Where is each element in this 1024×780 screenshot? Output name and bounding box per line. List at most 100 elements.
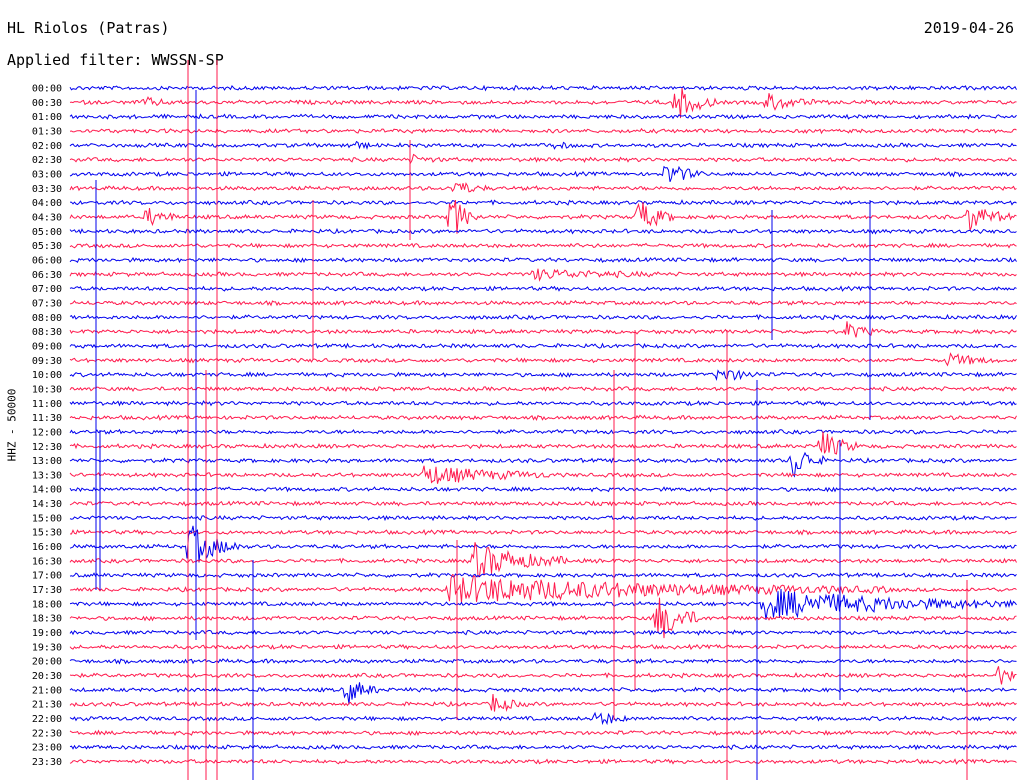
trace-row-1930 bbox=[69, 643, 1017, 651]
row-time-label: 14:00 bbox=[32, 485, 62, 496]
trace-row-0030 bbox=[69, 87, 1017, 119]
trace-row-2100 bbox=[69, 682, 1017, 705]
trace-row-1430 bbox=[69, 500, 1017, 507]
row-time-label: 18:00 bbox=[32, 599, 62, 610]
trace-row-2030 bbox=[69, 666, 1017, 685]
trace-row-1300 bbox=[69, 451, 1017, 478]
trace-row-0730 bbox=[69, 299, 1017, 307]
trace-row-0700 bbox=[69, 285, 1017, 292]
trace-row-1830 bbox=[69, 597, 1017, 639]
row-time-label: 18:30 bbox=[32, 614, 62, 625]
trace-row-0000 bbox=[69, 84, 1017, 92]
trace-row-0330 bbox=[69, 182, 1017, 193]
row-time-label: 15:00 bbox=[32, 513, 62, 524]
row-time-label: 07:00 bbox=[32, 284, 62, 295]
trace-row-1400 bbox=[69, 485, 1017, 493]
trace-row-1730 bbox=[69, 573, 1017, 603]
trace-row-0400 bbox=[69, 199, 1017, 206]
trace-row-0800 bbox=[69, 313, 1017, 321]
row-time-label: 03:30 bbox=[32, 184, 62, 195]
trace-row-1130 bbox=[69, 414, 1017, 422]
row-time-label: 04:00 bbox=[32, 198, 62, 209]
row-time-label: 07:30 bbox=[32, 298, 62, 309]
row-time-label: 14:30 bbox=[32, 499, 62, 510]
trace-row-0200 bbox=[69, 140, 1017, 151]
row-time-label: 12:00 bbox=[32, 427, 62, 438]
trace-row-0500 bbox=[69, 227, 1017, 235]
row-time-label: 04:30 bbox=[32, 212, 62, 223]
row-time-label: 05:00 bbox=[32, 227, 62, 238]
trace-row-1800 bbox=[69, 588, 1017, 620]
filter-label: Applied filter: WWSSN-SP bbox=[7, 51, 224, 69]
row-time-label: 22:30 bbox=[32, 728, 62, 739]
row-time-label: 11:30 bbox=[32, 413, 62, 424]
row-time-label: 19:30 bbox=[32, 642, 62, 653]
row-time-label: 03:00 bbox=[32, 169, 62, 180]
row-time-label: 13:30 bbox=[32, 470, 62, 481]
record-date: 2019-04-26 bbox=[923, 19, 1014, 37]
station-title: HL Riolos (Patras) bbox=[7, 19, 170, 37]
row-time-label: 00:00 bbox=[32, 84, 62, 95]
row-time-label: 02:00 bbox=[32, 141, 62, 152]
row-time-label: 20:30 bbox=[32, 671, 62, 682]
trace-row-1900 bbox=[69, 629, 1017, 636]
trace-row-0600 bbox=[69, 256, 1017, 264]
trace-row-0300 bbox=[69, 165, 1017, 182]
row-time-label: 12:30 bbox=[32, 442, 62, 453]
row-time-label: 06:00 bbox=[32, 255, 62, 266]
trace-row-0530 bbox=[69, 242, 1017, 249]
row-time-label: 01:00 bbox=[32, 112, 62, 123]
row-time-label: 22:00 bbox=[32, 714, 62, 725]
trace-row-1700 bbox=[69, 572, 1017, 579]
row-time-label: 09:00 bbox=[32, 341, 62, 352]
trace-row-1600 bbox=[69, 525, 1017, 563]
row-time-label: 09:30 bbox=[32, 356, 62, 367]
trace-row-0900 bbox=[69, 342, 1017, 350]
trace-row-1230 bbox=[69, 431, 1017, 455]
trace-row-1200 bbox=[69, 428, 1017, 435]
trace-row-1630 bbox=[69, 542, 1017, 578]
row-time-label: 13:00 bbox=[32, 456, 62, 467]
trace-row-0130 bbox=[69, 127, 1017, 135]
trace-row-2230 bbox=[69, 729, 1017, 736]
trace-row-2130 bbox=[69, 693, 1017, 712]
trace-row-1330 bbox=[69, 465, 1017, 484]
trace-row-1530 bbox=[69, 529, 1017, 536]
row-time-label: 05:30 bbox=[32, 241, 62, 252]
row-time-label: 23:30 bbox=[32, 757, 62, 768]
trace-row-0630 bbox=[69, 268, 1017, 282]
row-time-label: 01:30 bbox=[32, 126, 62, 137]
trace-row-1030 bbox=[69, 385, 1017, 393]
trace-row-0830 bbox=[69, 321, 1017, 338]
trace-row-1000 bbox=[69, 369, 1017, 381]
row-time-label: 00:30 bbox=[32, 98, 62, 109]
trace-row-0930 bbox=[69, 352, 1017, 367]
trace-row-0230 bbox=[69, 153, 1017, 164]
trace-row-0100 bbox=[69, 113, 1017, 120]
trace-row-2300 bbox=[69, 744, 1017, 751]
row-time-label: 08:30 bbox=[32, 327, 62, 338]
row-time-label: 08:00 bbox=[32, 313, 62, 324]
row-time-label: 06:30 bbox=[32, 270, 62, 281]
row-time-label: 17:00 bbox=[32, 571, 62, 582]
trace-row-1100 bbox=[69, 400, 1017, 407]
row-time-label: 11:00 bbox=[32, 399, 62, 410]
row-time-label: 15:30 bbox=[32, 528, 62, 539]
trace-row-0430 bbox=[69, 200, 1017, 234]
row-time-label: 10:00 bbox=[32, 370, 62, 381]
row-time-label: 16:00 bbox=[32, 542, 62, 553]
trace-row-2000 bbox=[69, 658, 1017, 665]
row-time-label: 10:30 bbox=[32, 384, 62, 395]
row-time-label: 02:30 bbox=[32, 155, 62, 166]
trace-row-2330 bbox=[69, 758, 1017, 765]
row-time-label: 19:00 bbox=[32, 628, 62, 639]
trace-row-1500 bbox=[69, 514, 1017, 522]
row-time-label: 21:00 bbox=[32, 685, 62, 696]
row-time-label: 17:30 bbox=[32, 585, 62, 596]
row-time-label: 23:00 bbox=[32, 743, 62, 754]
row-time-label: 21:30 bbox=[32, 700, 62, 711]
row-time-label: 20:00 bbox=[32, 657, 62, 668]
row-time-label: 16:30 bbox=[32, 556, 62, 567]
trace-row-2200 bbox=[69, 711, 1017, 726]
